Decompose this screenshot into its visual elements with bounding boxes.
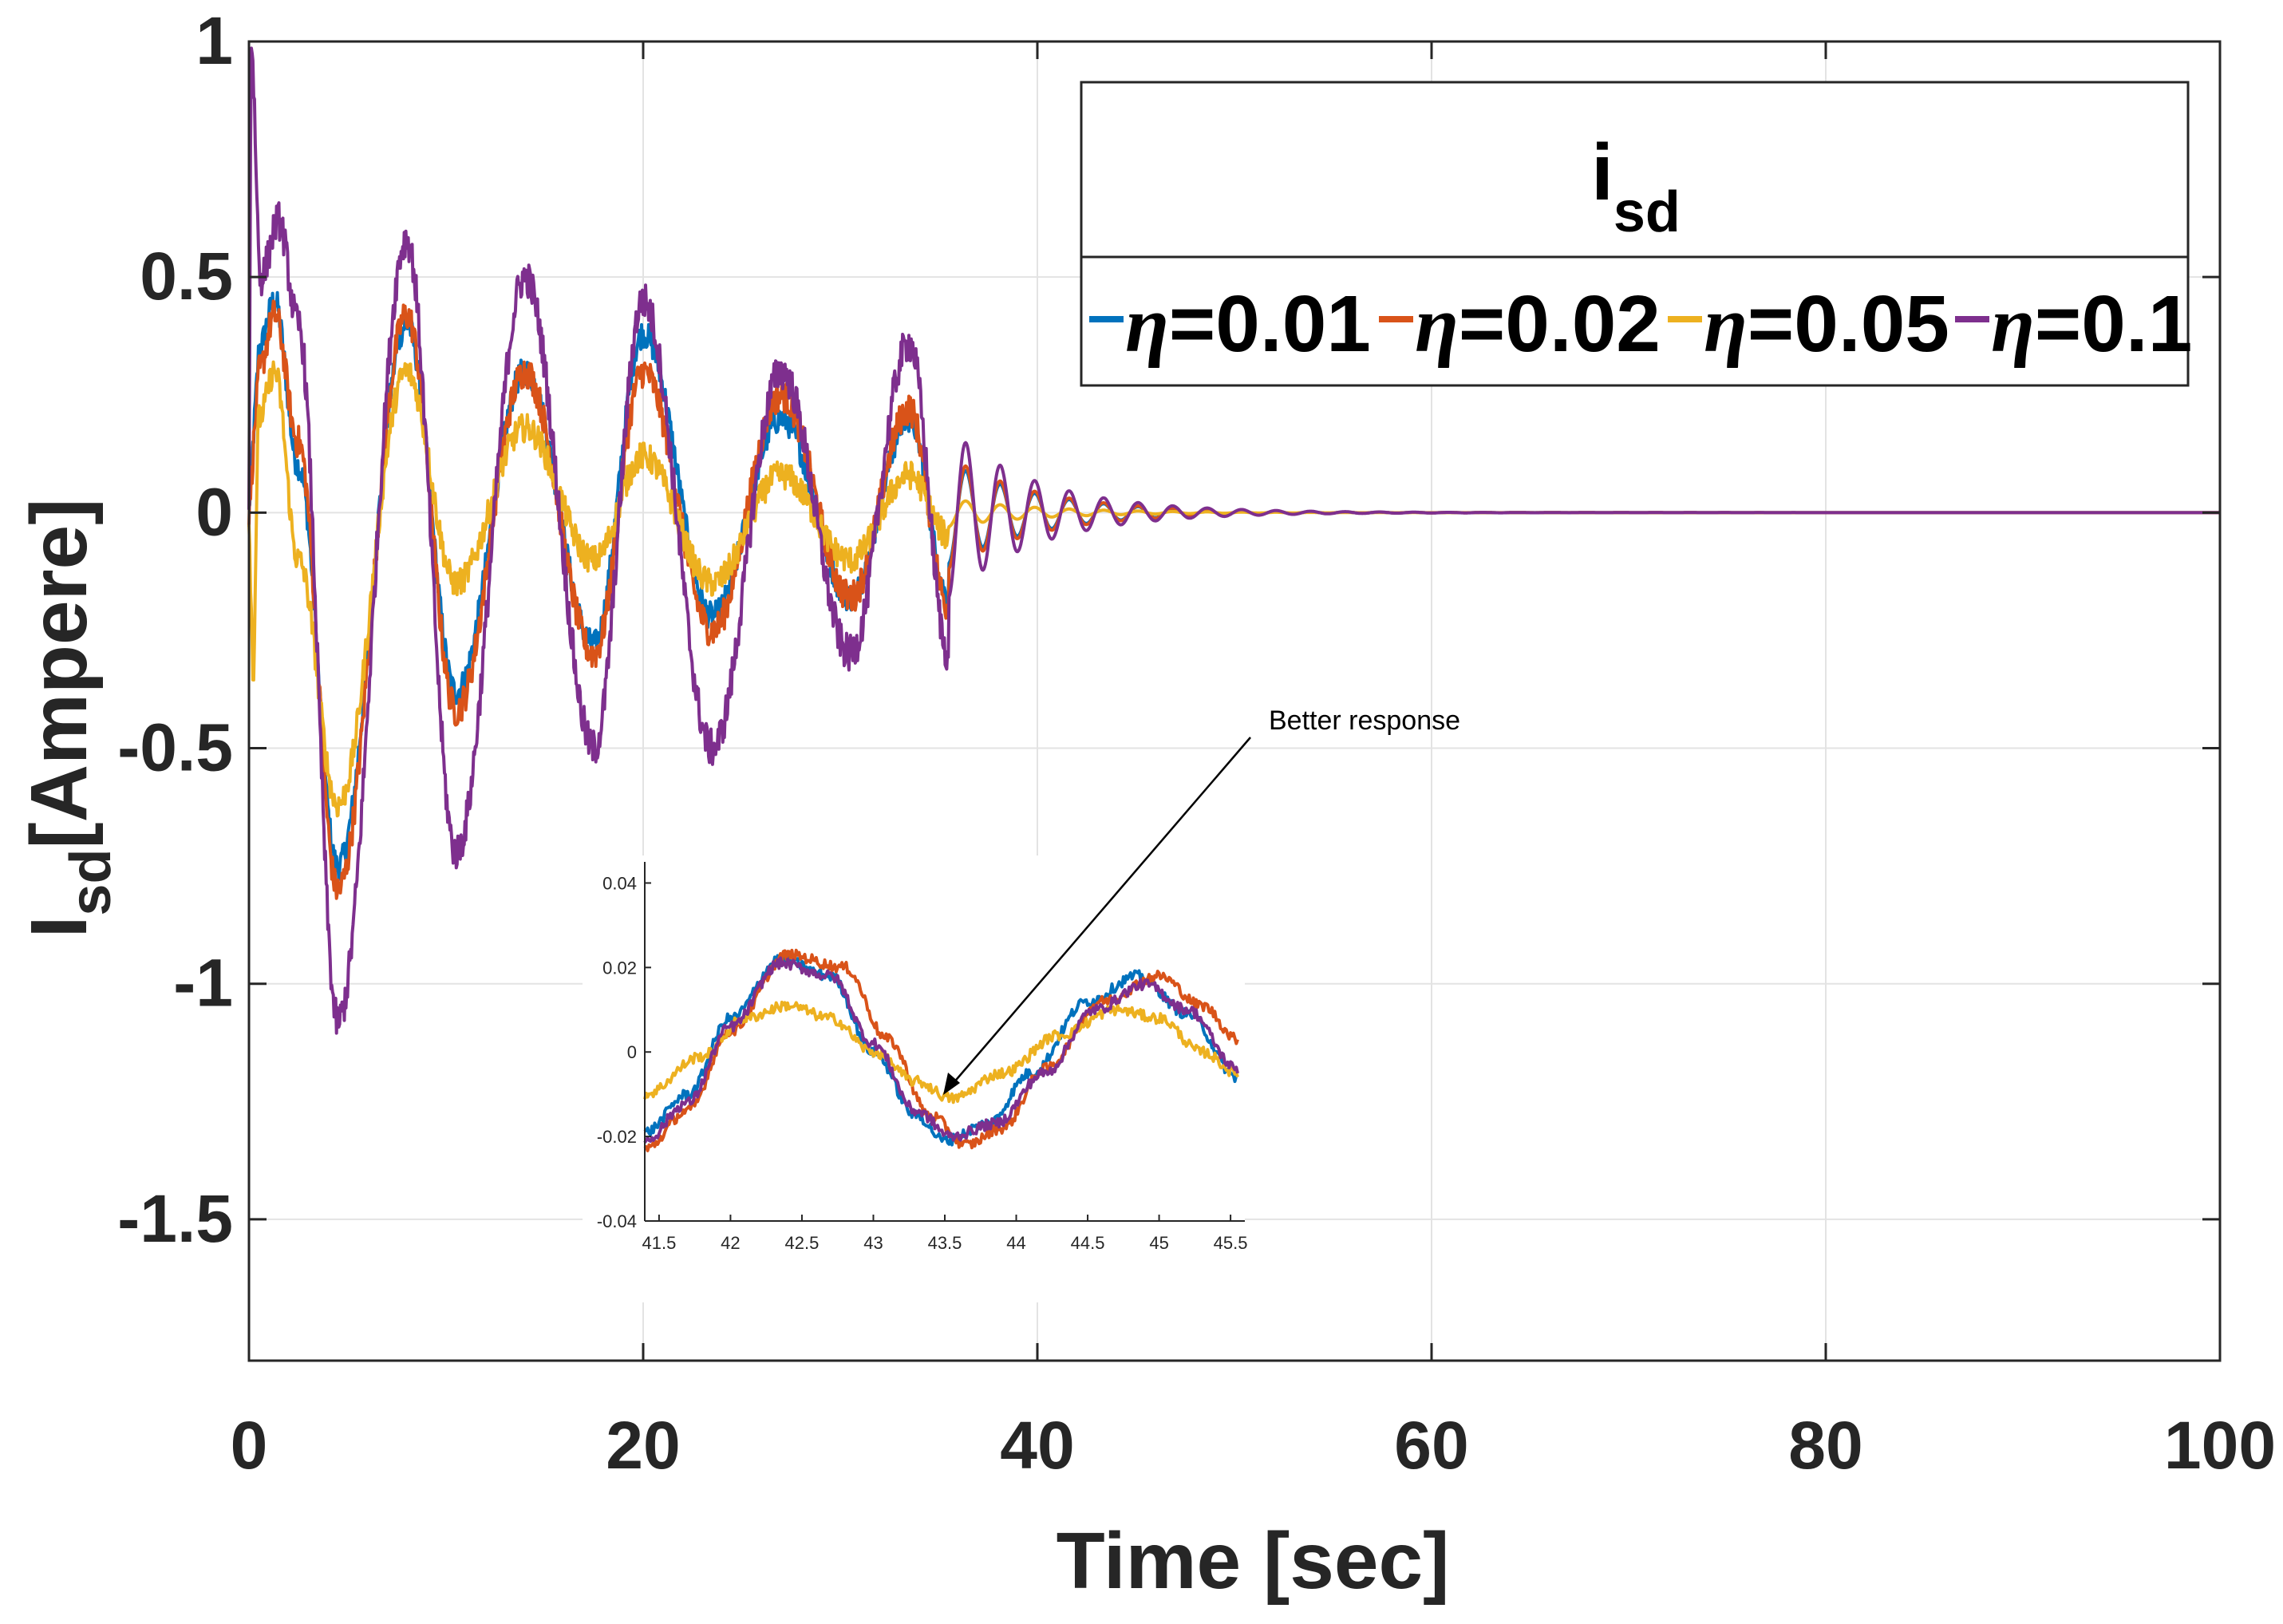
main-series-line-3: [247, 46, 2220, 1035]
legend-title-sub: sd: [1614, 180, 1681, 244]
legend: isd η=0.01 η=0.02 η=0.05 η=0.1: [1080, 81, 2192, 387]
legend-entry-eta-0.02: η=0.02: [1415, 279, 1661, 369]
legend-box: [1080, 81, 2190, 387]
annotation: Better response: [943, 705, 1460, 1095]
main-y-tick-label: -1.5: [117, 1181, 233, 1256]
legend-symbol: η: [1415, 280, 1459, 369]
annotation-arrowhead: [943, 1073, 960, 1095]
inset-x-tick-label: 41.5: [642, 1233, 676, 1253]
inset-chart: 41.5 42 42.5 43 43.5 44 44.5 45 45.5 0.04 0.02 0 -0.…: [583, 855, 1248, 1302]
inset-series-line-3: [643, 956, 1239, 1144]
inset-x-tick-label: 45: [1149, 1233, 1168, 1253]
inset-y-tick-label: 0.04: [602, 873, 637, 893]
y-axis-label: Isd[Ampere]: [14, 499, 123, 938]
inset-y-tick-label: 0: [627, 1042, 637, 1062]
main-y-tick-label: 0.5: [140, 239, 233, 314]
x-axis-label: Time [sec]: [1057, 1516, 1450, 1606]
inset-x-tick-label: 44: [1006, 1233, 1025, 1253]
main-series: [247, 46, 2220, 1035]
legend-entry-eta-0.1: η=0.1: [1991, 279, 2192, 369]
main-y-tick-label: 0: [196, 474, 233, 549]
inset-y-tick-label: -0.02: [597, 1127, 637, 1147]
main-x-tick-label: 80: [1788, 1408, 1862, 1483]
inset-y-tick-label: -0.04: [597, 1211, 637, 1231]
annotation-text: Better response: [1269, 705, 1460, 736]
y-axis-label-tail: [Ampere]: [14, 499, 104, 849]
inset-x-tick-label: 45.5: [1214, 1233, 1248, 1253]
inset-series-line-2: [643, 1000, 1239, 1104]
annotation-arrow: [947, 737, 1251, 1090]
y-axis-label-sub: sd: [59, 849, 123, 916]
legend-title: isd: [1591, 128, 1681, 244]
inset-x-tick-label: 44.5: [1071, 1233, 1105, 1253]
inset-x-tick-label: 43: [863, 1233, 883, 1253]
main-y-tick-label: -1: [173, 946, 233, 1021]
inset-y-tick-label: 0.02: [602, 958, 637, 978]
inset-x-tick-label: 43.5: [928, 1233, 962, 1253]
legend-entry-eta-0.01: η=0.01: [1125, 279, 1371, 369]
main-x-tick-label: 20: [606, 1408, 680, 1483]
main-y-tick-label: -0.5: [117, 710, 233, 785]
main-ticks: 0 20 40 60 80 100 1 0.5 0 -0.5 -1 -1.5: [117, 3, 2276, 1483]
main-axes-box: [247, 40, 2222, 1362]
y-axis-label-main: I: [14, 916, 104, 938]
legend-entry-eta-0.05: η=0.05: [1704, 279, 1949, 369]
inset-ticks: 41.5 42 42.5 43 43.5 44 44.5 45 45.5 0.04 0.02 0 -0.…: [597, 873, 1248, 1253]
inset-series-line-0: [643, 952, 1239, 1147]
main-x-tick-label: 60: [1394, 1408, 1468, 1483]
main-x-tick-label: 0: [231, 1408, 268, 1483]
svg-text:Isd[Ampere]: Isd[Ampere]: [14, 499, 123, 938]
legend-symbol: η: [1704, 280, 1748, 369]
inset-series: [643, 948, 1239, 1152]
inset-x-tick-label: 42.5: [785, 1233, 820, 1253]
legend-symbol: η: [1125, 280, 1169, 369]
legend-title-main: i: [1591, 128, 1614, 217]
main-x-tick-label: 40: [1000, 1408, 1074, 1483]
main-y-tick-label: 1: [196, 3, 233, 78]
legend-symbol: η: [1991, 280, 2035, 369]
inset-x-tick-label: 42: [721, 1233, 740, 1253]
main-x-tick-label: 100: [2164, 1408, 2276, 1483]
